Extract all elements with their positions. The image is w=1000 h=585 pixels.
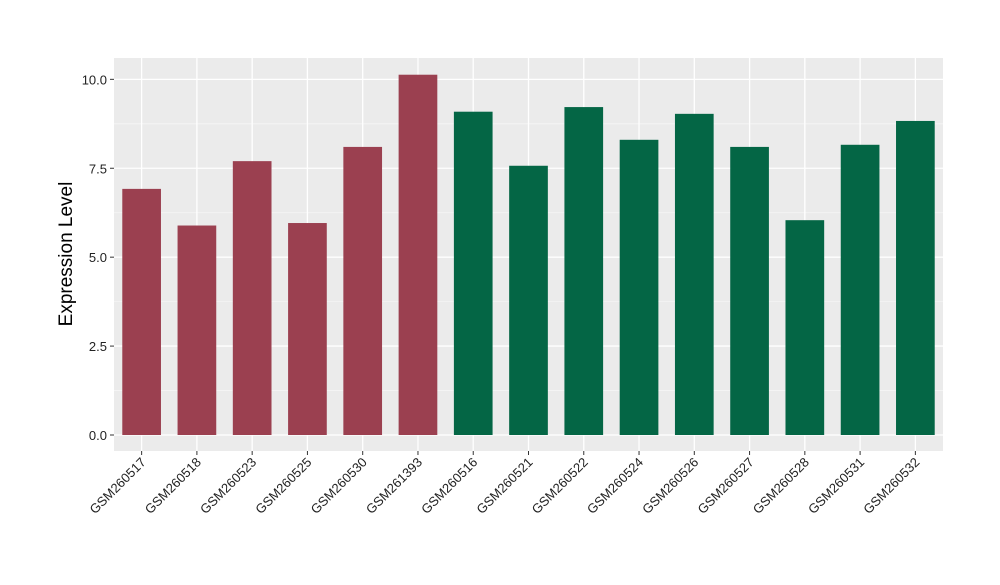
x-tick-label: GSM260528	[750, 455, 812, 517]
bar-gsm260518	[177, 225, 217, 435]
bar-gsm260523	[232, 161, 272, 435]
x-tick-label: GSM260525	[252, 455, 314, 517]
x-tick-label: GSM260527	[694, 455, 756, 517]
bar-gsm260516	[453, 111, 493, 435]
y-tick-label: 0.0	[89, 428, 107, 443]
bar-gsm260527	[730, 146, 769, 435]
y-axis-label: Expression Level	[56, 182, 77, 327]
x-tick-label: GSM260523	[197, 455, 259, 517]
x-tick-label: GSM260526	[639, 455, 701, 517]
bar-gsm260524	[619, 139, 659, 435]
x-tick-label: GSM260532	[860, 455, 922, 517]
bar-gsm260531	[840, 144, 880, 435]
bar-gsm260530	[343, 146, 383, 435]
bar-gsm260526	[674, 113, 714, 435]
x-tick-label: GSM260530	[308, 455, 370, 517]
bars-group	[122, 74, 935, 435]
y-tick-label: 10.0	[82, 72, 107, 87]
y-tick-label: 5.0	[89, 250, 107, 265]
bar-gsm260517	[122, 188, 161, 435]
x-tick-label: GSM260518	[142, 455, 204, 517]
y-axis: 0.0 2.5 5.0 7.5 10.0	[82, 72, 114, 443]
bar-gsm260525	[288, 223, 327, 435]
y-tick-label: 2.5	[89, 339, 107, 354]
bar-gsm260528	[785, 220, 825, 435]
x-tick-label: GSM260521	[473, 455, 535, 517]
bar-gsm260521	[509, 165, 548, 435]
x-axis: GSM260517GSM260518GSM260523GSM260525GSM2…	[87, 451, 922, 517]
y-tick-label: 7.5	[89, 161, 107, 176]
bar-gsm260532	[896, 120, 935, 435]
x-tick-label: GSM260522	[529, 455, 591, 517]
bar-gsm261393	[398, 74, 438, 435]
x-tick-label: GSM260517	[87, 455, 149, 517]
x-tick-label: GSM260516	[418, 455, 480, 517]
x-tick-label: GSM260531	[805, 455, 867, 517]
x-tick-label: GSM261393	[363, 455, 425, 517]
bar-gsm260522	[564, 107, 604, 435]
x-tick-label: GSM260524	[584, 455, 646, 517]
